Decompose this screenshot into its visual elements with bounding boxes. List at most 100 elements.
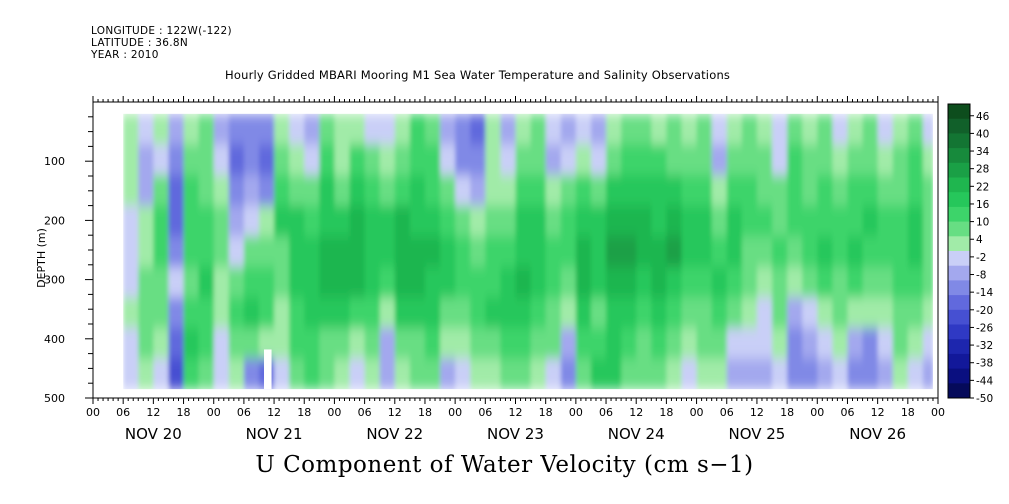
heatmap-cell <box>530 175 547 207</box>
heatmap-cell <box>319 358 336 390</box>
heatmap <box>93 102 938 398</box>
heatmap-cell <box>123 236 139 268</box>
heatmap-cell <box>892 175 909 207</box>
heatmap-cell <box>877 175 894 207</box>
heatmap-cell <box>243 266 260 298</box>
heatmap-cell <box>168 175 185 207</box>
heatmap-cell <box>681 358 698 390</box>
x-tick-label: 18 <box>297 406 311 419</box>
heatmap-cell <box>183 113 200 146</box>
heatmap-cell <box>530 144 547 176</box>
colorbar-swatch <box>948 133 970 149</box>
heatmap-cell <box>289 297 305 329</box>
heatmap-cell <box>500 175 517 207</box>
heatmap-cell <box>892 144 909 176</box>
colorbar-label: -50 <box>976 393 993 405</box>
colorbar-swatch <box>948 236 970 252</box>
heatmap-cell <box>817 358 833 390</box>
x-tick-label: 00 <box>448 406 462 419</box>
x-tick-label: 18 <box>780 406 794 419</box>
heatmap-cell <box>319 266 336 298</box>
heatmap-cell <box>183 205 200 237</box>
heatmap-cell <box>485 175 502 207</box>
heatmap-cell <box>877 327 894 360</box>
heatmap-cell <box>726 266 743 298</box>
x-tick-label: 06 <box>116 406 130 419</box>
heatmap-cell <box>862 358 879 390</box>
x-day-label: NOV 25 <box>728 425 785 443</box>
heatmap-cell <box>907 205 924 237</box>
heatmap-cell <box>168 358 185 390</box>
heatmap-cell <box>666 266 683 298</box>
heatmap-cell <box>621 113 637 146</box>
heatmap-cell <box>756 113 773 146</box>
heatmap-cell <box>258 113 275 146</box>
heatmap-cell <box>500 144 517 176</box>
x-tick-label: 06 <box>237 406 251 419</box>
heatmap-cell <box>168 113 185 146</box>
heatmap-cell <box>349 144 366 176</box>
heatmap-cell <box>228 205 245 237</box>
heatmap-cell <box>575 358 592 390</box>
heatmap-cell <box>772 327 788 360</box>
heatmap-cell <box>892 113 909 146</box>
heatmap-cell <box>545 297 562 329</box>
heatmap-cell <box>711 175 728 207</box>
heatmap-cell <box>726 236 743 268</box>
mask-left <box>93 102 124 398</box>
heatmap-cell <box>485 297 502 329</box>
heatmap-cell <box>470 297 486 329</box>
heatmap-cell <box>349 297 366 329</box>
heatmap-cell <box>319 236 336 268</box>
heatmap-cell <box>560 327 577 360</box>
heatmap-cell <box>515 327 532 360</box>
heatmap-cell <box>545 144 562 176</box>
x-tick-label: 12 <box>146 406 160 419</box>
heatmap-cell <box>198 205 215 237</box>
heatmap-cell <box>832 236 849 268</box>
heatmap-cell <box>741 236 758 268</box>
heatmap-cell <box>198 327 215 360</box>
heatmap-cell <box>545 358 562 390</box>
colorbar-label: -26 <box>976 322 993 334</box>
heatmap-cell <box>877 358 894 390</box>
heatmap-cell <box>183 297 200 329</box>
heatmap-cell <box>485 144 502 176</box>
colorbar-label: -8 <box>976 270 986 282</box>
heatmap-cell <box>772 144 788 176</box>
colorbar-label: 46 <box>976 111 990 123</box>
heatmap-cell <box>907 358 924 390</box>
heatmap-cell <box>228 175 245 207</box>
heatmap-cell <box>545 113 562 146</box>
heatmap-cell <box>590 144 607 176</box>
heatmap-cell <box>500 113 517 146</box>
x-tick-label: 00 <box>931 406 945 419</box>
heatmap-cell <box>440 175 456 207</box>
heatmap-cell <box>606 144 622 176</box>
heatmap-cell <box>138 327 154 360</box>
heatmap-cell <box>772 175 788 207</box>
heatmap-cell <box>892 297 909 329</box>
heatmap-cell <box>213 297 230 329</box>
heatmap-cell <box>832 144 849 176</box>
colorbar: 46 40 34 28 22 16 10 4 -2 -8 -14 -20 -26 -32 -38 -44 -50 <box>947 103 993 405</box>
heatmap-cell <box>862 327 879 360</box>
heatmap-cell <box>877 236 894 268</box>
mask-top <box>93 102 938 114</box>
heatmap-cell <box>440 205 456 237</box>
heatmap-cell <box>756 327 773 360</box>
heatmap-cell <box>455 175 471 207</box>
heatmap-cell <box>681 266 698 298</box>
heatmap-cell <box>213 236 230 268</box>
heatmap-cell <box>636 266 652 298</box>
heatmap-cell <box>379 205 396 237</box>
heatmap-cell <box>319 205 336 237</box>
heatmap-cell <box>862 236 879 268</box>
heatmap-cell <box>304 113 320 146</box>
heatmap-cell <box>168 236 185 268</box>
colorbar-swatch <box>948 206 970 222</box>
colorbar-label: 28 <box>976 164 989 176</box>
heatmap-cell <box>198 236 215 268</box>
heatmap-cell <box>274 144 290 176</box>
heatmap-cell <box>666 113 683 146</box>
